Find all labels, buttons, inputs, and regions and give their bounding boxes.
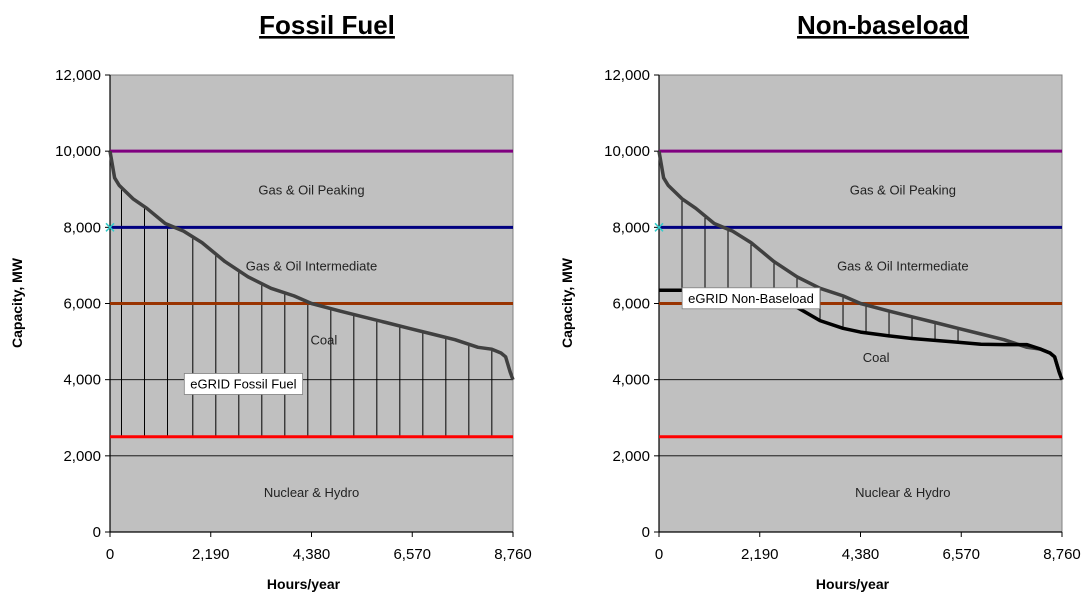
y-axis-title: Capacity, MW bbox=[559, 257, 575, 348]
y-tick-label: 8,000 bbox=[612, 219, 650, 236]
region-label: Nuclear & Hydro bbox=[855, 485, 950, 500]
y-tick-label: 12,000 bbox=[55, 67, 101, 84]
y-axis-title: Capacity, MW bbox=[9, 257, 25, 348]
region-label: Coal bbox=[311, 333, 338, 348]
x-tick-label: 6,570 bbox=[942, 546, 980, 563]
marker-x bbox=[654, 222, 664, 232]
x-tick-label: 0 bbox=[106, 546, 114, 563]
region-label: Nuclear & Hydro bbox=[264, 485, 359, 500]
chart-1: Fossil Fuel 0 2,000 4,000 6,000 8,000 10,000 12… bbox=[9, 10, 532, 592]
region-label: Gas & Oil Peaking bbox=[258, 182, 364, 197]
y-tick-label: 8,000 bbox=[63, 219, 101, 236]
region-label: Coal bbox=[863, 350, 890, 365]
y-tick-label: 12,000 bbox=[604, 67, 650, 84]
load-duration-curve bbox=[108, 150, 515, 381]
x-tick-label: 6,570 bbox=[393, 546, 431, 563]
callout-label: eGRID Non-Baseload bbox=[688, 291, 814, 306]
y-tick-label: 2,000 bbox=[612, 448, 650, 465]
y-tick-label: 2,000 bbox=[63, 448, 101, 465]
y-tick-label: 6,000 bbox=[63, 296, 101, 313]
chart-2: Non-baseload 0 2,000 4,000 6,000 8,000 10,000 1… bbox=[559, 10, 1081, 592]
y-tick-label: 10,000 bbox=[604, 143, 650, 160]
y-tick-label: 6,000 bbox=[612, 296, 650, 313]
region-label: Gas & Oil Intermediate bbox=[837, 258, 969, 273]
region-label: Gas & Oil Peaking bbox=[850, 182, 956, 197]
x-axis-title: Hours/year bbox=[816, 576, 890, 592]
y-tick-label: 4,000 bbox=[63, 372, 101, 389]
x-tick-label: 0 bbox=[655, 546, 663, 563]
x-tick-label: 8,760 bbox=[494, 546, 532, 563]
callout-box bbox=[183, 373, 304, 395]
x-tick-label: 8,760 bbox=[1043, 546, 1081, 563]
region-label: Gas & Oil Intermediate bbox=[246, 258, 378, 273]
marker-x bbox=[105, 222, 115, 232]
y-tick-label: 0 bbox=[93, 524, 101, 541]
x-tick-label: 2,190 bbox=[741, 546, 779, 563]
y-tick-label: 4,000 bbox=[612, 372, 650, 389]
y-tick-label: 10,000 bbox=[55, 143, 101, 160]
x-tick-label: 2,190 bbox=[192, 546, 230, 563]
x-axis-title: Hours/year bbox=[267, 576, 341, 592]
x-tick-label: 4,380 bbox=[842, 546, 880, 563]
callout-box bbox=[681, 287, 821, 310]
chart-title: Non-baseload bbox=[797, 10, 969, 40]
chart-title: Fossil Fuel bbox=[259, 10, 395, 40]
y-tick-label: 0 bbox=[642, 524, 650, 541]
callout-label: eGRID Fossil Fuel bbox=[190, 376, 296, 391]
x-tick-label: 4,380 bbox=[293, 546, 331, 563]
